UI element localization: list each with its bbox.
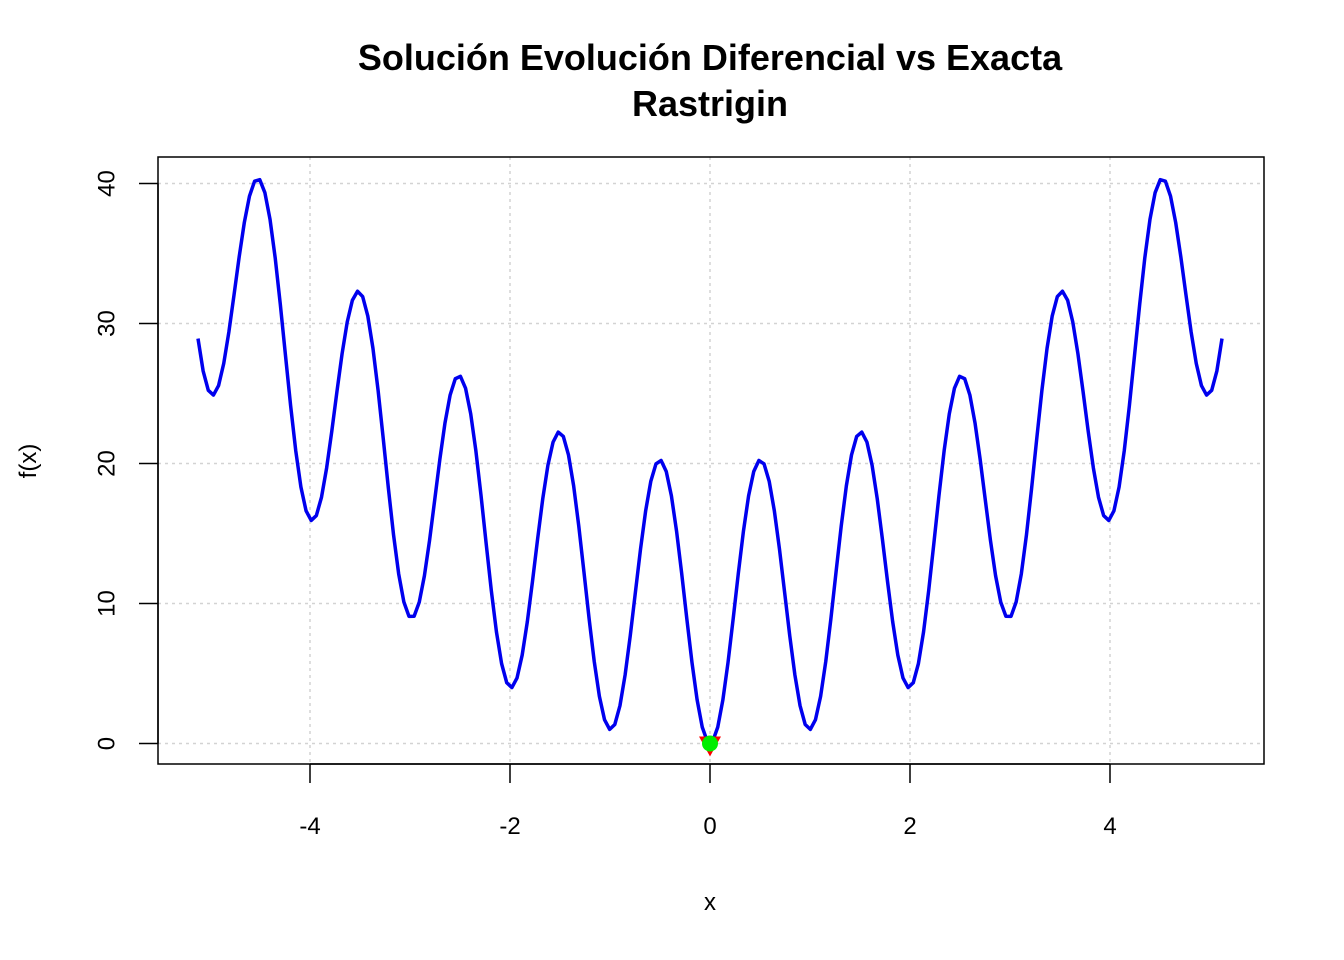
plot-frame [157,156,1265,765]
chart-subtitle: Rastrigin [632,83,788,124]
y-tick-label: 40 [93,170,120,197]
x-tick-label: 0 [703,813,716,840]
y-tick-label: 20 [93,450,120,477]
y-tick-label: 30 [93,310,120,337]
chart-title: Solución Evolución Diferencial vs Exacta [358,37,1063,78]
y-tick-label: 0 [93,737,120,750]
x-tick-label: -2 [499,813,520,840]
x-tick-label: 4 [1103,813,1116,840]
x-axis-label: x [704,889,716,916]
y-axis: 0 10 20 30 40 [93,170,159,750]
x-tick-label: -4 [299,813,320,840]
y-tick-label: 10 [93,590,120,617]
marker-layer [699,735,721,757]
x-axis: -4 -2 0 2 4 [299,763,1117,840]
y-axis-label: f(x) [15,444,42,479]
de-solution-marker [702,735,718,752]
grid [158,157,1264,764]
x-tick-label: 2 [903,813,916,840]
